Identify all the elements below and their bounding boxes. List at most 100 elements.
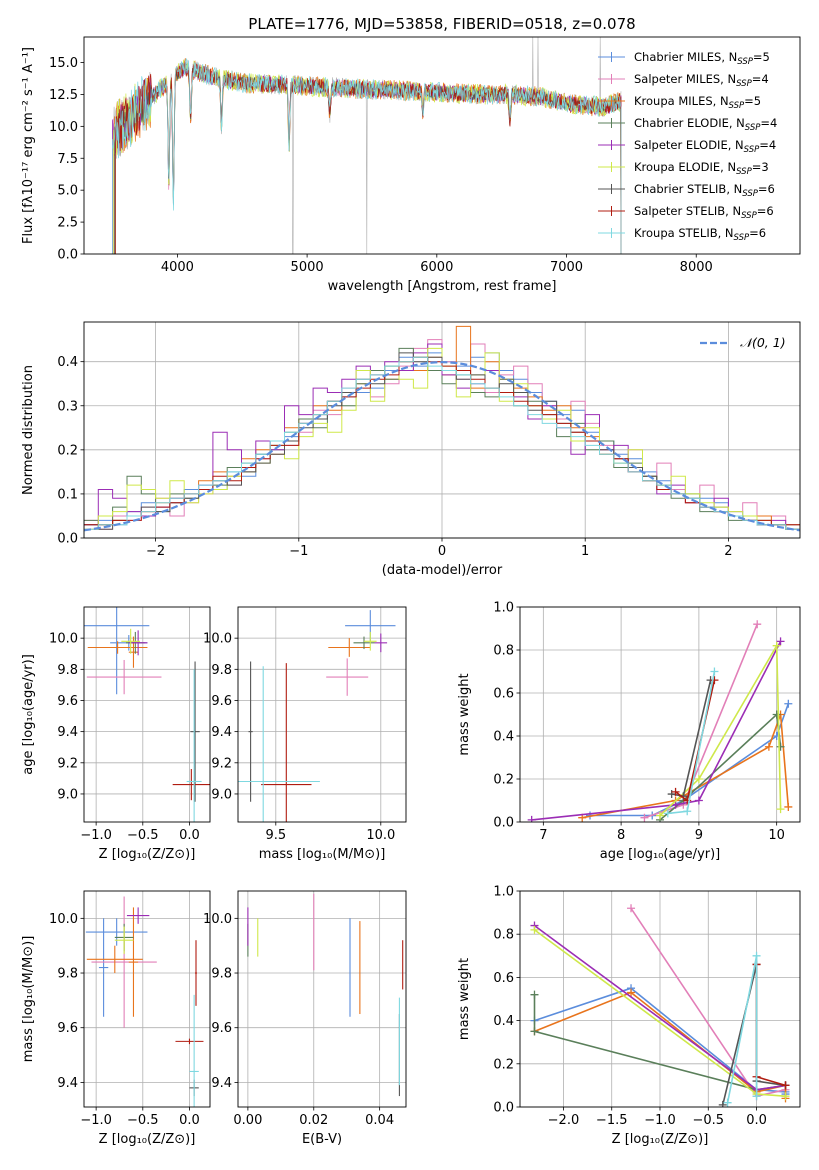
mass-weight-series <box>659 642 782 817</box>
errorbar-point <box>84 607 150 695</box>
spectrum-ytick-label: 10.0 <box>49 120 78 135</box>
mass-age-xtick-label: 10.0 <box>366 828 395 843</box>
z-age-xtick-label: 0.0 <box>179 828 200 843</box>
chart-z-weight: −2.0 −1.5 −1.0 −0.5 0.0 0.0 0.2 0.4 0.6 0.8 1.0 Z [… <box>457 885 801 1147</box>
z-weight-plot-area <box>530 904 790 1107</box>
errorbar-point <box>128 907 139 1017</box>
errorbar-point <box>98 918 109 1017</box>
mass-weight-marker <box>530 990 539 999</box>
age-weight-xtick-label: 9 <box>695 828 703 843</box>
chart-age-weight: 7 8 9 10 0.0 0.2 0.4 0.6 0.8 1.0 age [log₁₀(age/yr… <box>457 601 801 862</box>
z-mass-ytick-label: 10.0 <box>49 912 78 927</box>
mass-age-xtick-label: 9.5 <box>265 828 286 843</box>
z-age-ytick-label: 9.2 <box>57 756 78 771</box>
errorbar-point <box>114 926 134 954</box>
mass-age-plot-area <box>238 610 396 822</box>
z-weight-xtick-label: 0.0 <box>746 1113 767 1128</box>
legend-label-tail: =6 <box>757 204 774 218</box>
mass-weight-marker <box>772 710 781 719</box>
legend-label: Kroupa STELIB, NSSP=6 <box>634 226 766 243</box>
mass-weight-marker <box>723 1098 732 1107</box>
legend-label-main: Kroupa ELODIE, N <box>634 160 736 174</box>
mass-weight-marker <box>718 1100 727 1107</box>
errorbar-point <box>238 666 320 822</box>
legend-label: 𝒩(0, 1) <box>740 335 786 350</box>
mass-weight-marker <box>710 667 719 676</box>
residuals-xtick-label: −1 <box>289 544 308 559</box>
z-mass-ytick-label: 9.6 <box>57 1021 78 1036</box>
mass-weight-marker <box>694 796 703 805</box>
mass-age-xlabel: mass [log₁₀(M/M⊙)] <box>259 847 386 862</box>
residuals-ytick-label: 0.1 <box>57 487 78 502</box>
age-weight-ytick-label: 0.0 <box>493 816 514 831</box>
z-age-xtick-label: −1.0 <box>80 828 112 843</box>
errorbar-point <box>326 658 369 696</box>
z-age-plot-area <box>84 607 210 822</box>
residuals-ylabel: Normed distribution <box>21 365 36 495</box>
residuals-plot-area <box>84 325 800 538</box>
mass-weight-marker <box>776 637 785 646</box>
z-weight-grid <box>520 890 800 1108</box>
legend-label-tail: =4 <box>759 138 776 152</box>
mass-weight-marker <box>764 742 773 751</box>
mass-weight-marker <box>752 1092 761 1101</box>
z-mass-xtick-label: −0.5 <box>127 1113 159 1128</box>
errorbar-point <box>87 641 148 654</box>
mass-weight-marker <box>710 676 719 685</box>
legend-label-main: Salpeter STELIB, N <box>634 204 741 218</box>
errorbar-point <box>128 630 148 656</box>
errorbar-point <box>175 1038 204 1045</box>
z-age-ytick-label: 9.0 <box>57 787 78 802</box>
spectrum-ytick-label: 15.0 <box>49 56 78 71</box>
legend-label-main: Kroupa STELIB, N <box>634 226 734 240</box>
mass-weight-marker <box>671 787 680 796</box>
legend-label: Kroupa MILES, NSSP=5 <box>634 94 761 111</box>
mass-weight-marker <box>781 1092 790 1101</box>
residuals-ytick-label: 0.0 <box>57 532 78 547</box>
z-mass-ytick-label: 9.4 <box>57 1076 78 1091</box>
ebv-mass-ytick-label: 9.6 <box>211 1021 232 1036</box>
z-weight-xtick-label: −0.5 <box>692 1113 724 1128</box>
z-age-frame <box>83 606 211 823</box>
spectrum-ylabel: Flux [fλ10⁻¹⁷ erg cm⁻² s⁻¹ A⁻¹] <box>21 47 36 244</box>
errorbar-point <box>364 631 377 651</box>
age-weight-xtick-label: 10 <box>768 828 785 843</box>
z-mass-ytick-label: 9.8 <box>57 967 78 982</box>
age-weight-ytick-label: 0.4 <box>493 730 514 745</box>
legend-label-sub: SSP <box>729 101 745 111</box>
spectrum-xtick-label: 6000 <box>420 260 453 275</box>
errorbar-point <box>186 669 202 822</box>
mass-weight-marker <box>752 951 761 960</box>
chart-spectrum: 4000 5000 6000 7000 8000 0.0 2.5 5.0 7.5 10.0 12.5… <box>21 15 801 294</box>
errorbar-point <box>86 659 162 695</box>
legend-label-sub: SSP <box>736 167 752 177</box>
z-mass-xlabel: Z [log₁₀(Z/Z⊙)] <box>99 1132 196 1147</box>
legend-label-tail: =5 <box>753 50 770 64</box>
z-age-grid <box>84 607 210 822</box>
legend-label-tail: =3 <box>752 160 769 174</box>
z-mass-xtick-label: −1.0 <box>80 1113 112 1128</box>
chart-ebv-mass: 0.00 0.02 0.04 9.4 9.6 9.8 10.0 E(B-V) <box>203 890 407 1147</box>
legend-label: Chabrier MILES, NSSP=5 <box>634 50 770 67</box>
errorbar-point <box>248 661 253 802</box>
mass-weight-series <box>531 641 782 821</box>
residuals-ytick-label: 0.2 <box>57 443 78 458</box>
mass-weight-marker <box>640 813 649 822</box>
errorbar-point <box>121 628 140 654</box>
z-weight-ytick-label: 0.0 <box>493 1101 514 1116</box>
errorbar-point <box>353 636 375 650</box>
z-weight-ytick-label: 0.4 <box>493 1014 514 1029</box>
residuals-ytick-label: 0.4 <box>57 355 78 370</box>
mass-weight-marker <box>784 802 793 811</box>
spectrum-xtick-label: 7000 <box>550 260 583 275</box>
mass-weight-marker <box>753 620 762 629</box>
legend-label-main: Chabrier STELIB, N <box>634 182 742 196</box>
legend-label: Kroupa ELODIE, NSSP=3 <box>634 160 769 177</box>
age-weight-plot-area <box>527 620 793 822</box>
age-weight-ytick-label: 0.8 <box>493 644 514 659</box>
mass-weight-marker <box>781 1081 790 1090</box>
age-weight-frame <box>519 606 801 823</box>
age-weight-grid <box>520 606 800 823</box>
ebv-mass-xtick-label: 0.00 <box>233 1113 262 1128</box>
